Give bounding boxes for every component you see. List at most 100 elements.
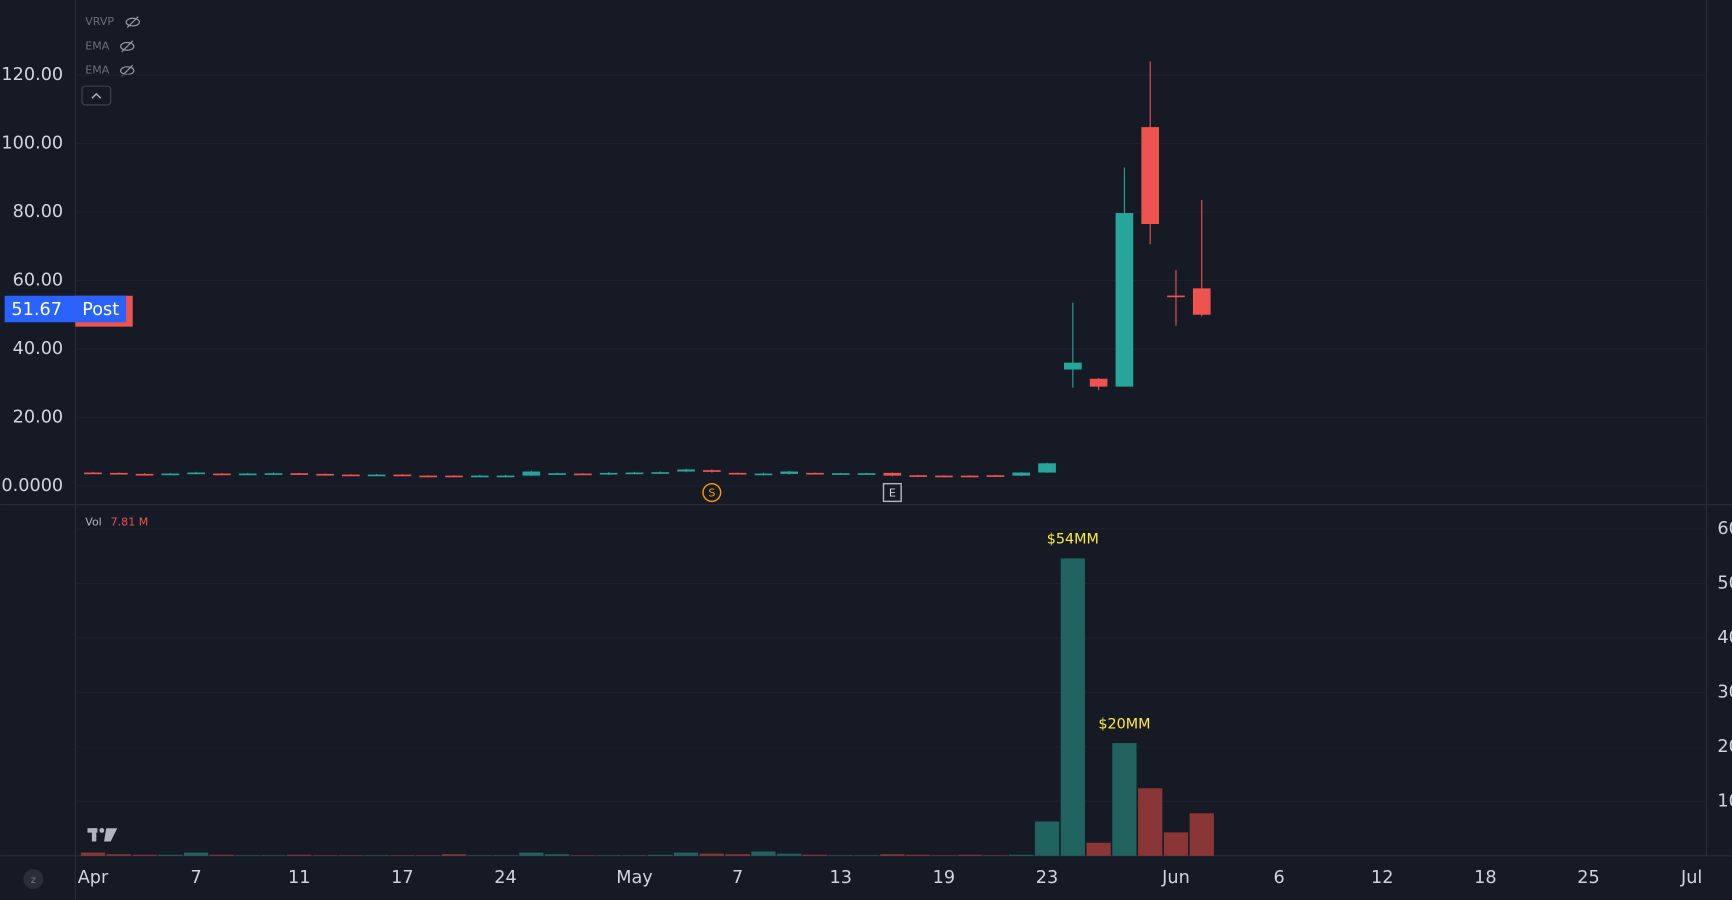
timezone-button[interactable] — [23, 869, 44, 889]
candle-body — [1115, 213, 1134, 387]
volume-bar — [777, 853, 802, 856]
volume-bar — [441, 854, 467, 856]
event-marker — [882, 482, 902, 503]
candle-body — [135, 473, 154, 476]
y-tick-label: 80.00 — [13, 202, 64, 222]
timezone-icon: z — [31, 875, 36, 886]
volume-bar — [1112, 743, 1137, 856]
volume-tick-label: 30 — [1717, 682, 1732, 702]
candle-body — [883, 472, 902, 476]
volume-legend-value: 7.81 M — [111, 515, 149, 528]
volume-bar — [80, 852, 106, 856]
collapse-button[interactable] — [81, 85, 112, 106]
volume-annotation: $20MM — [1098, 716, 1150, 732]
volume-bar — [312, 855, 338, 856]
candle-body — [1192, 288, 1211, 315]
candle-body — [161, 473, 180, 476]
tv-logo — [87, 828, 118, 842]
volume-bar — [1163, 832, 1189, 856]
candle-body — [857, 473, 876, 475]
volume-bar — [183, 852, 209, 856]
visibility-icon — [119, 41, 135, 51]
volume-tick-label: 50 — [1717, 573, 1732, 593]
candle-body — [470, 475, 489, 478]
x-tick-label: 18 — [1474, 868, 1496, 888]
x-tick-label: 6 — [1273, 868, 1284, 888]
candle-body — [909, 475, 927, 477]
y-tick-label: 40.00 — [13, 339, 64, 359]
y-tick-label: 100.00 — [1, 134, 63, 154]
candle-body — [651, 472, 670, 474]
candle-body — [677, 469, 695, 472]
candle-body — [342, 474, 360, 477]
candle-body — [419, 475, 438, 478]
volume-tick-label: 20 — [1717, 737, 1732, 757]
x-tick-label: 24 — [494, 868, 516, 888]
volume-bar — [1138, 788, 1163, 856]
volume-legend-label: Vol — [85, 515, 102, 528]
y-tick-label: 120.00 — [1, 65, 63, 85]
event-label: E — [889, 487, 896, 500]
session-label: Post — [82, 300, 119, 320]
volume-bar — [725, 854, 750, 856]
x-tick-label: Jun — [1161, 868, 1190, 888]
volume-bar — [802, 854, 828, 856]
candle-body — [574, 473, 592, 476]
volume-bar — [673, 852, 699, 856]
volume-bar — [1086, 842, 1111, 856]
volume-bar — [338, 855, 363, 856]
visibility-slash — [121, 40, 134, 53]
volume-bar — [416, 855, 441, 856]
candle-body — [1012, 472, 1031, 476]
volume-bar — [467, 855, 492, 856]
volume-tick-label: 10 — [1717, 791, 1732, 811]
volume-bar — [106, 854, 131, 856]
candle-body — [316, 473, 334, 476]
volume-bar — [854, 855, 879, 856]
y-tick-label: 20.00 — [13, 407, 64, 427]
visibility-slash — [121, 64, 134, 77]
volume-bar — [596, 855, 621, 856]
candle-body — [445, 475, 463, 478]
volume-bar — [622, 855, 647, 856]
x-tick-label: 13 — [830, 868, 852, 888]
volume-bar — [751, 851, 776, 856]
indicator-label: EMA — [85, 39, 109, 52]
session-box — [75, 295, 127, 323]
candle-body — [213, 473, 231, 476]
x-tick-label: 11 — [288, 868, 310, 888]
candle-body — [393, 474, 412, 477]
candle-body — [290, 473, 309, 475]
x-tick-label: May — [616, 868, 653, 888]
candle-body — [986, 475, 1005, 477]
volume-bar — [1060, 558, 1085, 856]
candle-body — [728, 472, 747, 475]
volume-bar — [983, 855, 1008, 856]
candle-body — [780, 471, 799, 474]
volume-tick-label: 40 — [1717, 628, 1732, 648]
volume-bar — [828, 855, 853, 856]
volume-bar — [261, 855, 286, 856]
volume-bar — [544, 854, 570, 856]
x-tick-label: Apr — [78, 868, 109, 888]
candle-body — [806, 472, 824, 475]
indicator-label: VRVP — [85, 15, 114, 28]
last-price-box — [4, 295, 76, 323]
candle-body — [548, 473, 566, 475]
candle-body — [703, 470, 721, 472]
volume-bar — [209, 854, 235, 856]
visibility-icon — [125, 17, 140, 27]
candle-body — [187, 472, 205, 475]
indicator-label: EMA — [85, 64, 109, 77]
candle-body — [625, 472, 644, 475]
volume-bar — [158, 854, 183, 856]
x-tick-label: 25 — [1577, 868, 1599, 888]
volume-bar — [519, 852, 544, 856]
x-tick-label: 12 — [1371, 868, 1393, 888]
volume-bar — [493, 855, 518, 856]
x-tick-label: 7 — [191, 868, 202, 888]
candle-body — [1167, 295, 1185, 298]
